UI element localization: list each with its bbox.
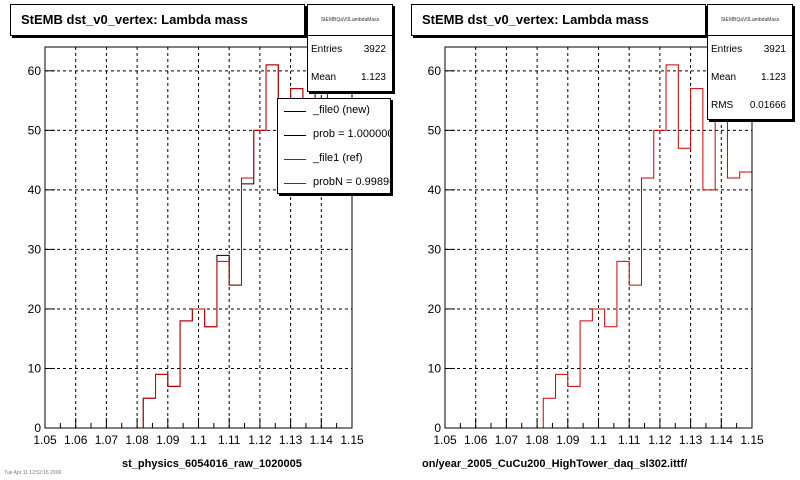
panel-2-filename: on/year_2005_CuCu200_HighTower_daq_sl302… xyxy=(422,458,688,470)
x-tick-label: 1.05 xyxy=(433,433,457,447)
panel-2-stats-name: StEMBQaV0LambdaMass xyxy=(708,5,792,36)
panel-1-title-box: StEMB dst_v0_vertex: Lambda mass xyxy=(10,4,305,36)
y-tick-label: 0 xyxy=(34,421,41,435)
plot-frame xyxy=(444,46,753,429)
panel-2-stats-entries-value: 3921 xyxy=(763,44,786,55)
panel-2-title: StEMB dst_v0_vertex: Lambda mass xyxy=(422,12,649,27)
legend-entry: probN = 0.998963 xyxy=(278,171,390,193)
x-tick-label: 1.12 xyxy=(248,433,272,447)
timestamp-text: Tue Apr 11 12:52:16 2006 xyxy=(4,470,62,476)
x-tick-label: 1.14 xyxy=(310,433,334,447)
x-tick-label: 1.15 xyxy=(740,433,764,447)
x-tick-label: 1.09 xyxy=(156,433,180,447)
panel-1-stats-entries-value: 3922 xyxy=(363,44,386,55)
y-tick-label: 60 xyxy=(428,64,442,78)
y-tick-label: 10 xyxy=(28,361,42,375)
x-tick-label: 1.11 xyxy=(618,433,641,447)
panel-1-stats-entries-key: Entries xyxy=(311,44,343,55)
x-tick-label: 1.08 xyxy=(525,433,549,447)
y-tick-label: 20 xyxy=(428,302,442,316)
panel-2-stats-rms-row: RMS 0.01666 xyxy=(708,92,792,120)
y-tick-label: 30 xyxy=(28,242,42,256)
panel-1-stats-mean-value: 1.123 xyxy=(360,72,386,83)
legend-swatch-probn xyxy=(284,183,306,184)
panel-1-title: StEMB dst_v0_vertex: Lambda mass xyxy=(21,12,248,27)
x-tick-label: 1.07 xyxy=(95,433,119,447)
x-tick-label: 1.07 xyxy=(495,433,519,447)
x-tick-label: 1.12 xyxy=(648,433,672,447)
x-tick-label: 1.08 xyxy=(125,433,149,447)
panel-1-filename: st_physics_6054016_raw_1020005 xyxy=(122,458,302,470)
y-tick-label: 50 xyxy=(28,123,42,137)
x-tick-label: 1.06 xyxy=(64,433,88,447)
panel-2-stats-rms-key: RMS xyxy=(711,100,734,111)
panel-1-stats-name: StEMBQaV0LambdaMass xyxy=(308,5,392,36)
legend-entry: prob = 1.000000 xyxy=(278,123,390,147)
legend-entry: _file1 (ref) xyxy=(278,147,390,171)
legend-label-new: _file0 (new) xyxy=(313,104,370,116)
x-tick-label: 1.09 xyxy=(556,433,580,447)
x-tick-label: 1.13 xyxy=(279,433,303,447)
y-tick-label: 10 xyxy=(428,361,442,375)
legend-label-probn: probN = 0.998963 xyxy=(313,176,390,188)
y-tick-label: 30 xyxy=(428,242,442,256)
legend-label-prob: prob = 1.000000 xyxy=(313,128,391,140)
panel-1-stats-box: StEMBQaV0LambdaMass Entries 3922 Mean 1.… xyxy=(307,4,393,92)
x-tick-label: 1.1 xyxy=(590,433,607,447)
panel-2-stats-rms-value: 0.01666 xyxy=(749,100,786,111)
x-tick-label: 1.06 xyxy=(464,433,488,447)
panel-2-stats-box: StEMBQaV0LambdaMass Entries 3921 Mean 1.… xyxy=(707,4,793,120)
legend-swatch-ref xyxy=(284,159,306,160)
x-tick-label: 1.11 xyxy=(218,433,241,447)
y-tick-label: 40 xyxy=(428,183,442,197)
panel-1-stats-mean-key: Mean xyxy=(311,72,337,83)
panel-1-stats-entries-row: Entries 3922 xyxy=(308,36,392,64)
x-tick-label: 1.14 xyxy=(710,433,734,447)
panel-2-stats-mean-key: Mean xyxy=(711,72,737,83)
legend-label-ref: _file1 (ref) xyxy=(313,152,363,164)
x-tick-label: 1.1 xyxy=(190,433,207,447)
y-tick-label: 60 xyxy=(28,64,42,78)
panel-2-stats-mean-value: 1.123 xyxy=(760,72,786,83)
panel-2-stats-entries-key: Entries xyxy=(711,44,743,55)
panel-2-stats-entries-row: Entries 3921 xyxy=(708,36,792,64)
y-tick-label: 40 xyxy=(28,183,42,197)
legend-box: _file0 (new) prob = 1.000000 _file1 (ref… xyxy=(277,98,391,194)
panel-2-title-box: StEMB dst_v0_vertex: Lambda mass xyxy=(411,4,706,36)
panel-1-stats-mean-row: Mean 1.123 xyxy=(308,64,392,92)
y-tick-label: 50 xyxy=(428,123,442,137)
x-tick-label: 1.15 xyxy=(340,433,364,447)
y-tick-label: 0 xyxy=(434,421,441,435)
x-tick-label: 1.13 xyxy=(679,433,703,447)
y-tick-label: 20 xyxy=(28,302,42,316)
legend-swatch-prob xyxy=(284,135,306,136)
panel-2-stats-mean-row: Mean 1.123 xyxy=(708,64,792,92)
legend-swatch-new xyxy=(284,111,306,112)
x-tick-label: 1.05 xyxy=(33,433,57,447)
legend-entry: _file0 (new) xyxy=(278,99,390,123)
